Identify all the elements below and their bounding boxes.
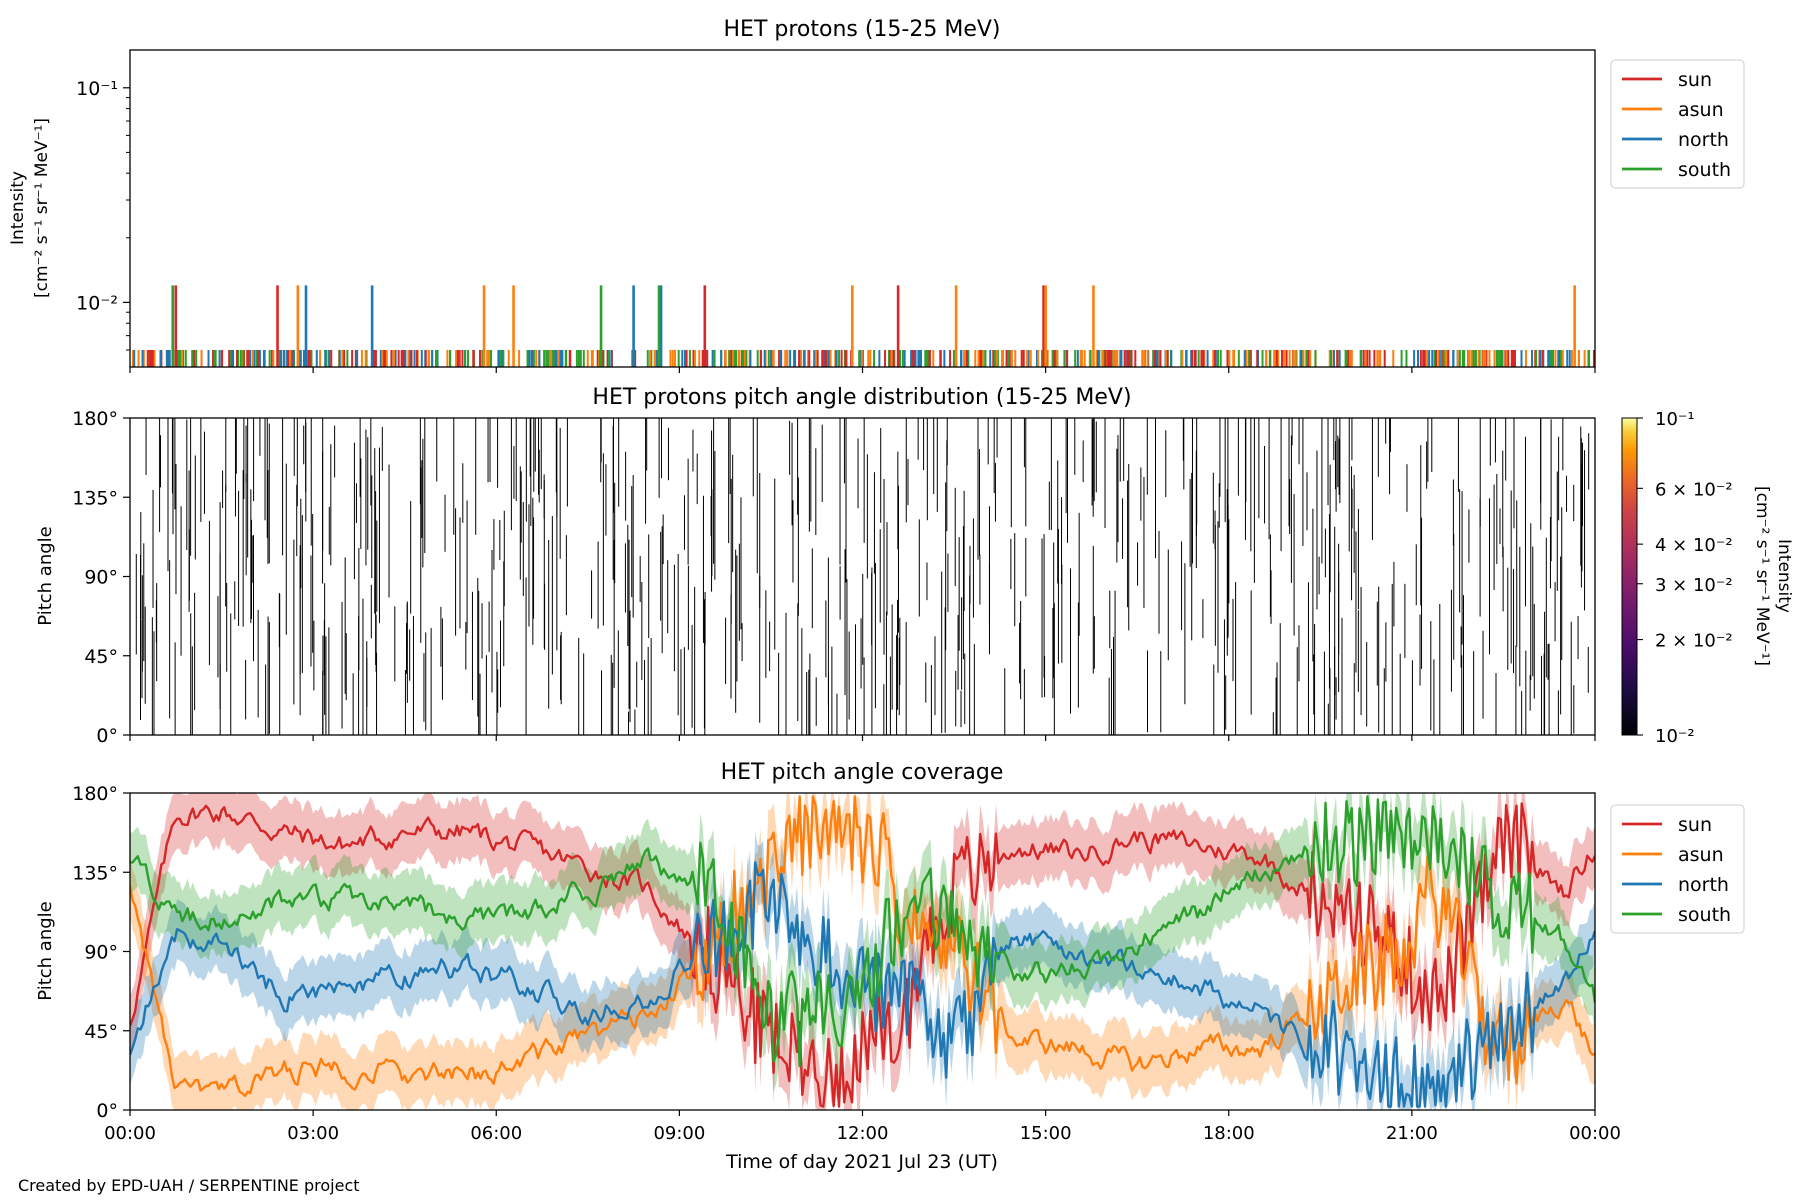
coverage-line-asun — [130, 795, 1595, 1098]
colorbar-tick-label: 3 × 10⁻² — [1655, 575, 1733, 596]
y-tick-label: 45° — [84, 1021, 118, 1043]
panel1-frame — [129, 49, 1596, 368]
legend-coverage: sun asun north south — [1610, 804, 1745, 934]
x-tick-label: 06:00 — [470, 1123, 522, 1144]
y-tick-label: 180° — [72, 783, 118, 805]
x-tick-label: 00:00 — [104, 1123, 156, 1144]
x-tick-label: 09:00 — [653, 1123, 705, 1144]
panel2-data — [135, 418, 1590, 735]
coverage-line-sun — [130, 802, 1595, 1108]
colorbar-units: [cm⁻² s⁻¹ sr⁻¹ MeV⁻¹] — [1752, 486, 1772, 666]
legend-intensity: sun asun north south — [1610, 59, 1745, 189]
colorbar-tick-label: 2 × 10⁻² — [1655, 631, 1733, 652]
legend-label-asun: asun — [1678, 844, 1724, 866]
legend-label-north: north — [1678, 129, 1729, 151]
y-tick-label: 10⁻² — [76, 292, 118, 314]
y-tick-label: 0° — [96, 725, 118, 747]
credit-text: Created by EPD-UAH / SERPENTINE project — [18, 1176, 360, 1195]
panel3-axes: 00:00 03:00 06:00 09:00 12:00 15:00 18:00 21:00… — [72, 783, 1621, 1144]
legend-label-asun: asun — [1678, 99, 1724, 121]
panel1-title: HET protons (15-25 MeV) — [724, 17, 1001, 42]
panel2-title: HET protons pitch angle distribution (15… — [592, 385, 1131, 410]
colorbar-tick-label: 6 × 10⁻² — [1655, 479, 1733, 500]
coverage-band-south — [130, 793, 1595, 1096]
coverage-line-north — [130, 861, 1595, 1108]
legend-label-south: south — [1678, 159, 1731, 181]
panel3-ylabel: Pitch angle — [35, 901, 56, 1000]
coverage-band-asun — [130, 793, 1595, 1110]
y-tick-label: 90° — [84, 567, 118, 589]
legend-label-south: south — [1678, 904, 1731, 926]
panel3-xlabel: Time of day 2021 Jul 23 (UT) — [725, 1151, 998, 1173]
colorbar — [1621, 417, 1638, 736]
x-tick-label: 21:00 — [1386, 1123, 1438, 1144]
y-tick-label: 180° — [72, 408, 118, 430]
x-tick-label: 12:00 — [837, 1123, 889, 1144]
y-tick-label: 90° — [84, 942, 118, 964]
legend-label-north: north — [1678, 874, 1729, 896]
panel3-data — [130, 793, 1595, 1110]
panel1-ylabel: Intensity — [8, 171, 28, 245]
panel3-title: HET pitch angle coverage — [721, 760, 1004, 785]
colorbar-tick-label: 4 × 10⁻² — [1655, 535, 1733, 556]
panel2-ylabel: Pitch angle — [35, 526, 56, 625]
y-tick-label: 10⁻¹ — [76, 78, 118, 100]
coverage-band-north — [130, 832, 1595, 1110]
y-tick-label: 135° — [72, 487, 118, 509]
panel-intensity: HET protons (15-25 MeV) 10⁻¹ 10⁻² Intensi… — [8, 17, 1745, 373]
coverage-band-sun — [130, 793, 1595, 1110]
y-tick-label: 0° — [96, 1100, 118, 1122]
legend-label-sun: sun — [1678, 69, 1712, 91]
colorbar-ticks: 10⁻¹ 6 × 10⁻² 4 × 10⁻² 3 × 10⁻² 2 × 10⁻² 10⁻² — [1637, 409, 1733, 747]
panel-coverage: HET pitch angle coverage 00:00 03:00 06:00… — [35, 760, 1745, 1173]
x-tick-label: 18:00 — [1203, 1123, 1255, 1144]
legend-frame — [1610, 59, 1745, 189]
y-tick-label: 45° — [84, 646, 118, 668]
colorbar-tick-label: 10⁻² — [1655, 726, 1695, 747]
legend-frame — [1610, 804, 1745, 934]
colorbar-label: Intensity — [1774, 539, 1794, 613]
panel1-axes: 10⁻¹ 10⁻² — [76, 78, 1596, 373]
x-tick-label: 00:00 — [1569, 1123, 1621, 1144]
panel-pad: HET protons pitch angle distribution (15… — [35, 385, 1794, 747]
coverage-line-south — [130, 795, 1595, 1068]
y-tick-label: 135° — [72, 862, 118, 884]
colorbar-tick-label: 10⁻¹ — [1655, 409, 1695, 430]
x-tick-label: 03:00 — [287, 1123, 339, 1144]
x-tick-label: 15:00 — [1020, 1123, 1072, 1144]
legend-label-sun: sun — [1678, 814, 1712, 836]
panel2-axes: 0° 45° 90° 135° 180° — [72, 408, 1596, 747]
panel1-ylabel-units: [cm⁻² s⁻¹ sr⁻¹ MeV⁻¹] — [32, 118, 52, 298]
panel1-data — [131, 285, 1595, 367]
